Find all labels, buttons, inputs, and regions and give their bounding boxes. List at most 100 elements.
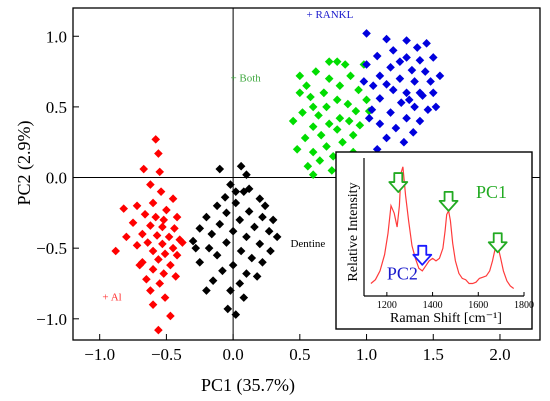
inset-x-tick-label: 1400 xyxy=(423,300,443,311)
point-dentine xyxy=(258,257,267,267)
point-both xyxy=(311,67,321,76)
x-tick-label: 0.0 xyxy=(222,345,243,364)
inset-component-label: PC2 xyxy=(387,264,418,284)
point-al xyxy=(166,311,175,321)
point-al xyxy=(138,229,147,239)
point-dentine xyxy=(255,194,265,204)
point-dentine xyxy=(235,215,245,225)
point-al xyxy=(132,241,142,250)
point-dentine xyxy=(228,226,238,236)
point-al xyxy=(172,212,182,222)
point-dentine xyxy=(231,198,241,208)
point-al xyxy=(122,232,131,242)
point-both xyxy=(324,74,334,83)
point-both xyxy=(319,88,329,98)
point-al xyxy=(132,201,142,211)
point-dentine xyxy=(202,286,211,295)
x-tick-label: 1.5 xyxy=(423,345,444,364)
point-rankl xyxy=(388,85,398,95)
point-dentine xyxy=(204,243,214,253)
point-rankl xyxy=(372,144,382,154)
x-tick-label: 0.5 xyxy=(289,345,310,364)
point-dentine xyxy=(195,224,205,233)
point-dentine xyxy=(242,232,251,242)
point-al xyxy=(128,218,138,228)
point-dentine xyxy=(218,266,227,276)
point-al xyxy=(168,243,178,253)
point-rankl xyxy=(435,71,445,81)
point-both xyxy=(295,71,305,81)
point-rankl xyxy=(415,116,425,126)
point-both xyxy=(315,156,325,165)
point-rankl xyxy=(431,102,441,112)
point-both xyxy=(354,85,363,95)
y-tick-label: 0.0 xyxy=(46,169,67,188)
point-rankl xyxy=(402,88,411,98)
point-rankl xyxy=(428,53,438,62)
point-rankl xyxy=(386,108,395,117)
peak-arrows xyxy=(388,172,508,266)
x-tick-label: −1.0 xyxy=(84,345,115,364)
point-both xyxy=(322,102,331,112)
point-dentine xyxy=(264,226,274,236)
point-dentine xyxy=(235,279,245,288)
point-both xyxy=(328,152,338,161)
point-rankl xyxy=(396,98,406,107)
inset-x-ticks: 1200 1400 1600 1800 xyxy=(377,292,534,311)
point-rankl xyxy=(388,46,398,55)
point-both xyxy=(303,161,313,171)
point-al xyxy=(159,269,169,278)
point-rankl xyxy=(395,74,405,83)
point-dentine xyxy=(228,260,238,270)
point-al xyxy=(159,215,169,225)
point-rankl xyxy=(404,95,414,105)
point-al xyxy=(139,164,149,174)
point-dentine xyxy=(244,184,254,194)
point-dentine xyxy=(226,286,235,295)
point-dentine xyxy=(255,239,265,249)
point-al xyxy=(148,246,158,256)
point-rankl xyxy=(367,105,377,115)
spectrum-line xyxy=(370,166,515,289)
point-both xyxy=(332,57,342,66)
inset-x-tick-label: 1200 xyxy=(377,300,397,311)
point-dentine xyxy=(252,272,262,281)
point-dentine xyxy=(215,164,225,174)
point-dentine xyxy=(242,269,251,278)
point-dentine xyxy=(231,310,241,319)
point-al xyxy=(152,231,162,240)
point-al xyxy=(151,212,161,222)
point-rankl xyxy=(408,128,418,137)
point-rankl xyxy=(364,113,374,123)
point-al xyxy=(160,293,170,302)
point-both xyxy=(302,81,311,91)
point-rankl xyxy=(412,43,422,52)
point-rankl xyxy=(395,57,405,66)
point-al xyxy=(154,325,163,335)
point-both xyxy=(308,122,318,131)
y-tick-label: 0.5 xyxy=(46,98,67,117)
point-al xyxy=(178,238,187,247)
point-al xyxy=(146,286,155,295)
point-rankl xyxy=(362,60,371,69)
peak-arrow-icon xyxy=(438,190,459,212)
point-rankl xyxy=(422,39,431,48)
point-dentine xyxy=(195,257,205,267)
label-rankl: + RANKL xyxy=(307,9,354,21)
point-dentine xyxy=(215,219,225,229)
point-al xyxy=(143,238,153,247)
point-rankl xyxy=(402,36,411,45)
inset-x-tick-label: 1800 xyxy=(514,300,534,311)
point-dentine xyxy=(222,238,231,247)
point-al xyxy=(148,198,158,208)
raman-spectrum-inset: 1200 1400 1600 1800 PC1 PC2 Raman Shift [cm⁻… xyxy=(335,151,534,330)
point-dentine xyxy=(236,161,246,171)
point-both xyxy=(362,95,371,105)
x-tick-label: 2.0 xyxy=(489,345,510,364)
point-both xyxy=(288,116,298,126)
point-dentine xyxy=(222,208,231,218)
point-dentine xyxy=(236,246,246,256)
point-al xyxy=(148,300,158,309)
peak-arrow-icon xyxy=(412,244,433,266)
